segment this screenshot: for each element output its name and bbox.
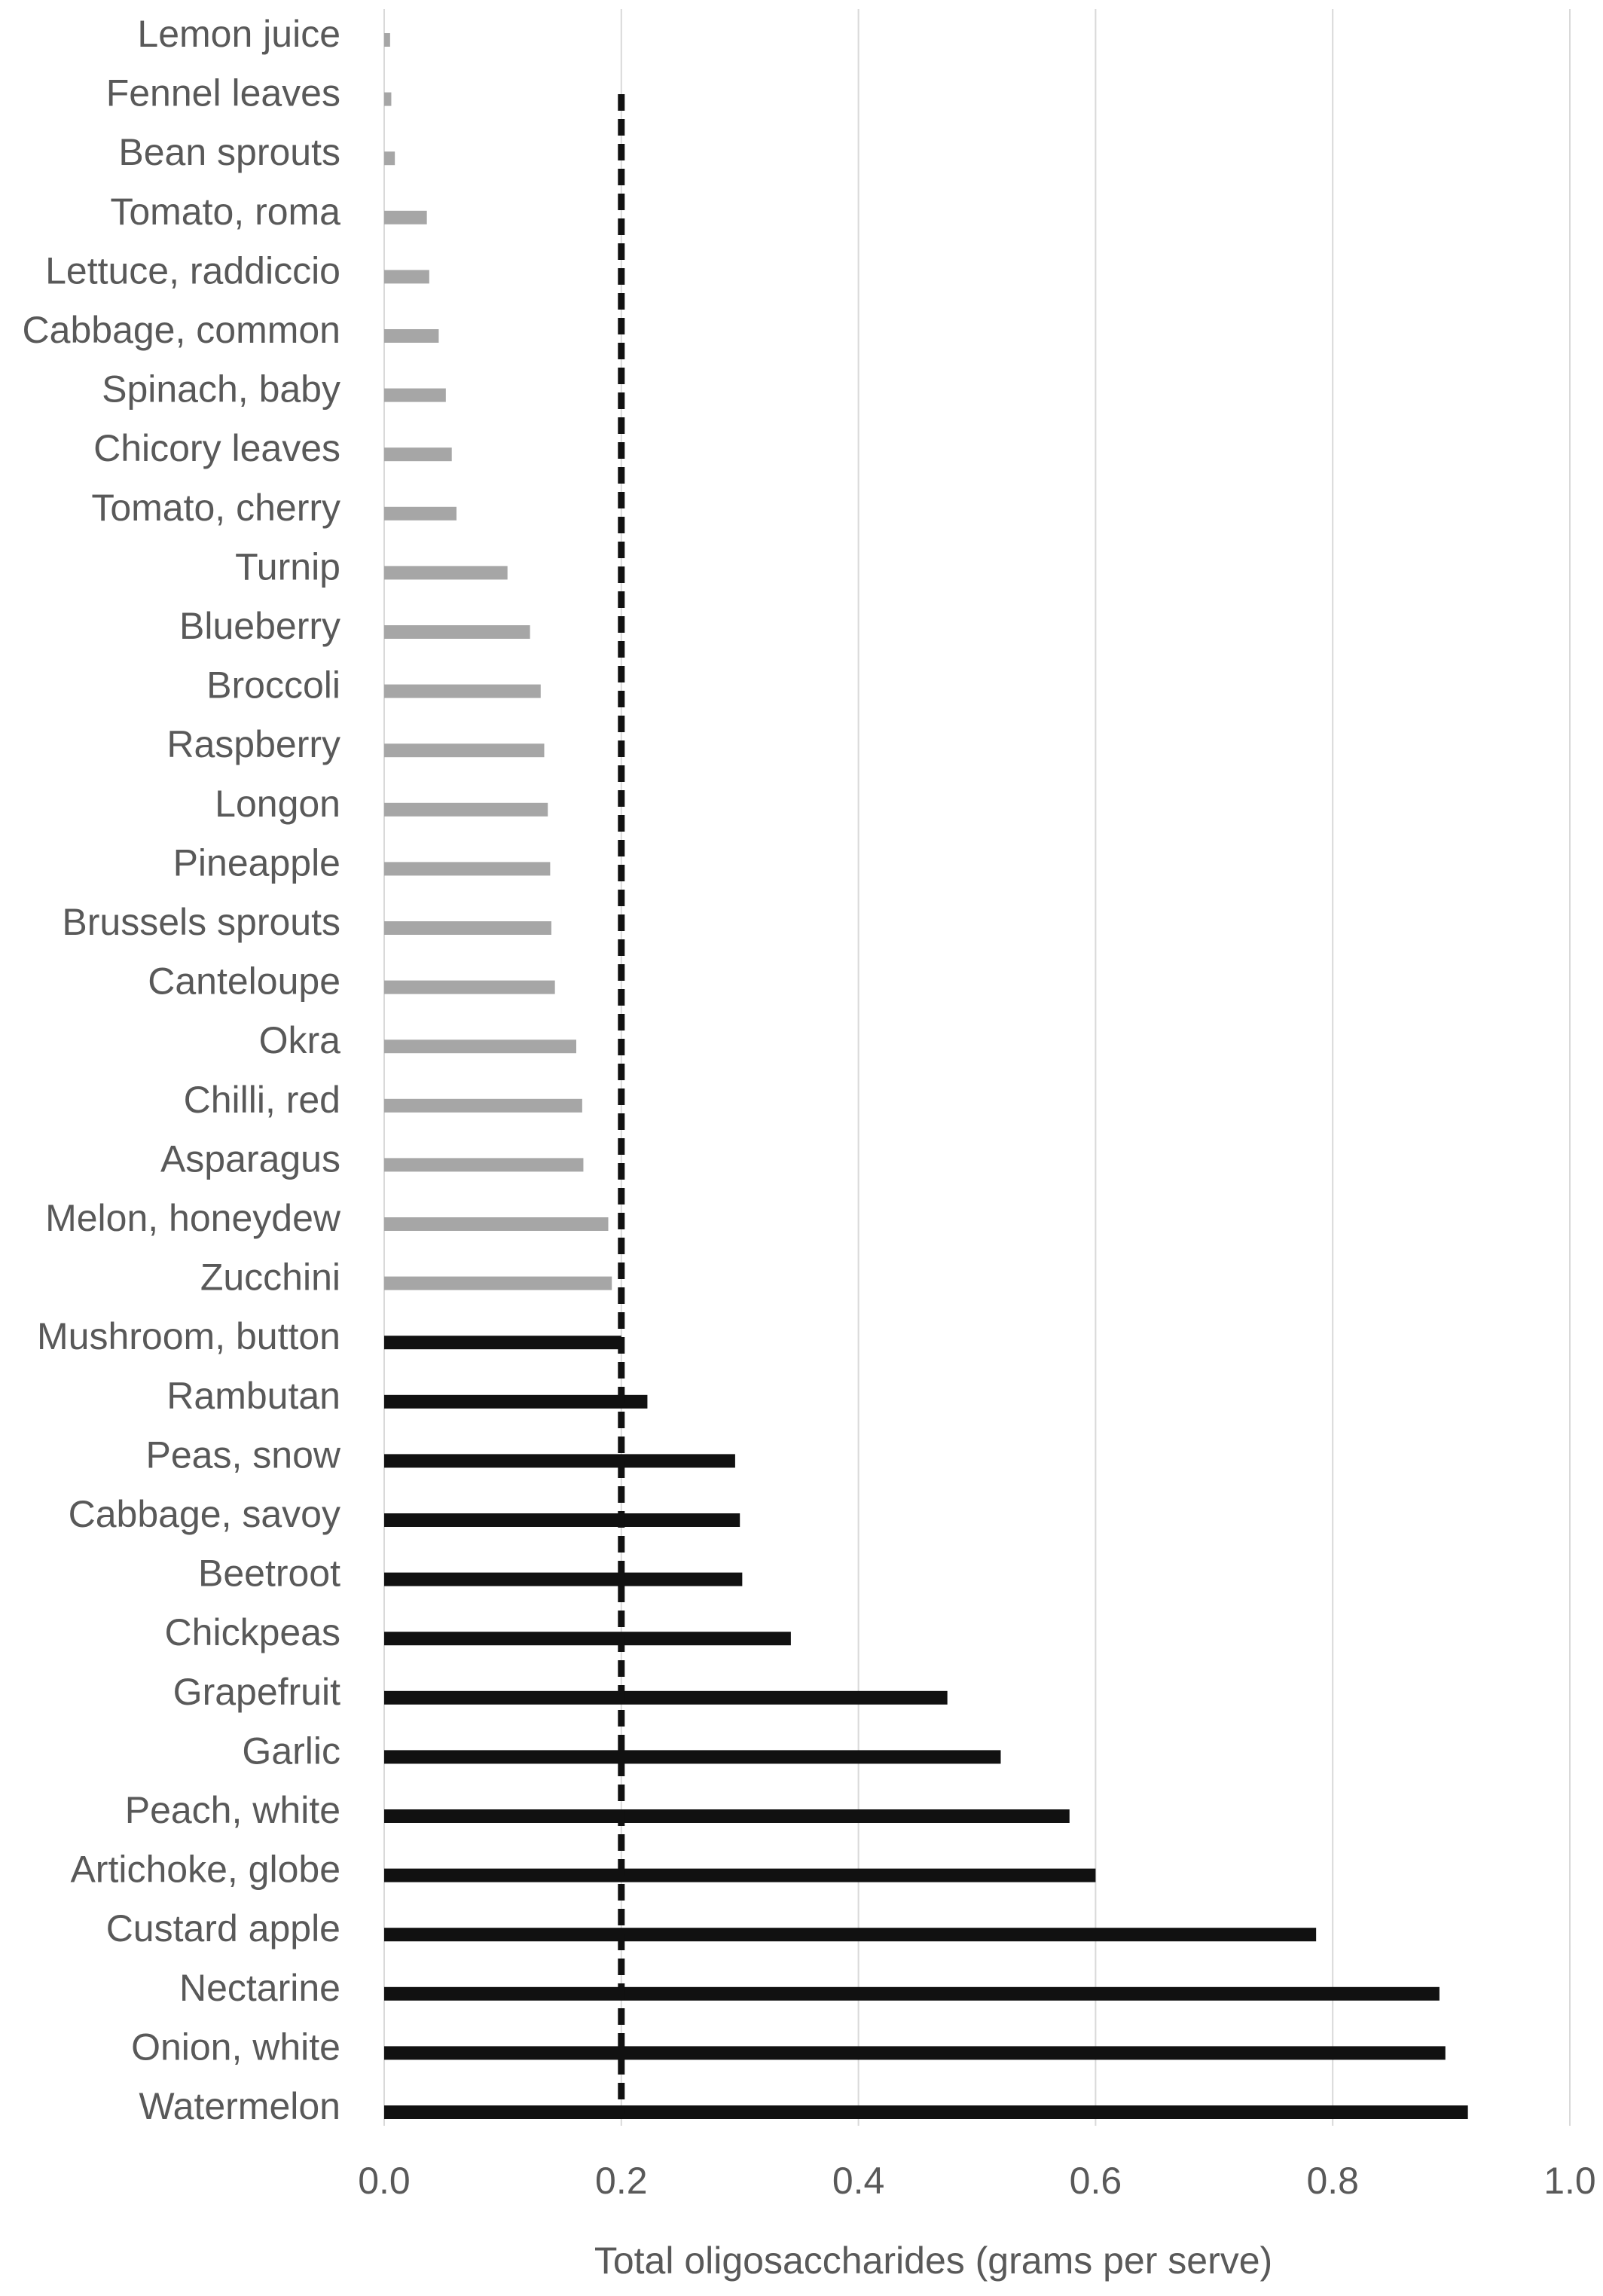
category-label-chicory-leaves: Chicory leaves: [93, 427, 340, 469]
bar-grapefruit: [384, 1690, 948, 1705]
category-label-tomato-roma: Tomato, roma: [110, 191, 340, 233]
category-label-mushroom-button: Mushroom, button: [37, 1315, 340, 1357]
bar-onion-white: [384, 2046, 1446, 2060]
bar-turnip: [384, 566, 508, 580]
bar-zucchini: [384, 1276, 612, 1290]
bar-beetroot: [384, 1572, 743, 1586]
bar-nectarine: [384, 1986, 1440, 2001]
category-label-blueberry: Blueberry: [179, 605, 340, 647]
x-tick-label-0.6: 0.6: [1070, 2160, 1122, 2202]
category-label-okra: Okra: [259, 1019, 341, 1061]
gridlines: [383, 9, 1571, 2126]
bar-peach-white: [384, 1809, 1070, 1823]
bar-canteloupe: [384, 980, 555, 994]
category-label-grapefruit: Grapefruit: [173, 1671, 340, 1713]
x-axis-ticks: 0.0 0.2 0.4 0.6 0.8 1.0: [358, 2160, 1596, 2202]
x-tick-label-1.0: 1.0: [1543, 2160, 1596, 2202]
category-label-turnip: Turnip: [235, 545, 340, 588]
bar-watermelon: [384, 2105, 1468, 2119]
bar-mushroom-button: [384, 1336, 621, 1350]
category-label-beetroot: Beetroot: [198, 1553, 340, 1595]
bar-peas-snow: [384, 1454, 735, 1468]
bar-tomato-cherry: [384, 506, 457, 521]
category-label-cabbage-savoy: Cabbage, savoy: [69, 1493, 340, 1535]
bar-custard-apple: [384, 1928, 1317, 1942]
bar-cabbage-savoy: [384, 1513, 740, 1527]
bar-pineapple: [384, 862, 551, 876]
category-label-bean-sprouts: Bean sprouts: [118, 131, 340, 173]
category-label-tomato-cherry: Tomato, cherry: [91, 487, 340, 529]
bar-spinach-baby: [384, 388, 446, 402]
bar-artichoke-globe: [384, 1868, 1096, 1882]
category-label-spinach-baby: Spinach, baby: [102, 368, 340, 411]
category-label-custard-apple: Custard apple: [106, 1907, 340, 1949]
bar-garlic: [384, 1750, 1001, 1764]
category-label-melon-honeydew: Melon, honeydew: [45, 1197, 341, 1239]
category-label-lemon-juice: Lemon juice: [137, 13, 340, 55]
bar-asparagus: [384, 1158, 584, 1172]
category-label-artichoke-globe: Artichoke, globe: [70, 1849, 340, 1891]
bar-lemon-juice: [384, 33, 390, 47]
category-label-longon: Longon: [215, 783, 340, 825]
bar-broccoli: [384, 684, 541, 698]
category-label-pineapple: Pineapple: [173, 841, 340, 884]
bar-fennel-leaves: [384, 92, 392, 106]
category-label-brussels-sprouts: Brussels sprouts: [62, 901, 340, 943]
category-label-peach-white: Peach, white: [125, 1789, 340, 1831]
x-tick-label-0.0: 0.0: [358, 2160, 411, 2202]
bar-chilli-red: [384, 1098, 582, 1113]
category-label-chickpeas: Chickpeas: [165, 1611, 340, 1653]
category-label-cabbage-common: Cabbage, common: [23, 309, 340, 351]
bar-okra: [384, 1040, 576, 1054]
bar-raspberry: [384, 743, 545, 758]
category-label-garlic: Garlic: [242, 1730, 340, 1772]
bar-chickpeas: [384, 1632, 791, 1646]
category-labels: Lemon juice Fennel leaves Bean sprouts Toma…: [23, 13, 341, 2127]
x-tick-label-0.8: 0.8: [1306, 2160, 1359, 2202]
category-label-onion-white: Onion, white: [131, 2026, 340, 2068]
category-label-fennel-leaves: Fennel leaves: [106, 72, 340, 114]
bar-longon: [384, 802, 548, 817]
bar-bean-sprouts: [384, 151, 395, 166]
bar-blueberry: [384, 625, 530, 639]
bar-rambutan: [384, 1394, 648, 1409]
category-label-rambutan: Rambutan: [166, 1375, 340, 1417]
bar-lettuce-raddiccio: [384, 270, 429, 284]
category-label-peas-snow: Peas, snow: [146, 1433, 341, 1476]
bar-tomato-roma: [384, 210, 427, 224]
category-label-asparagus: Asparagus: [160, 1137, 340, 1180]
category-label-zucchini: Zucchini: [200, 1256, 340, 1299]
x-tick-label-0.2: 0.2: [595, 2160, 648, 2202]
bars: [384, 33, 1468, 2119]
bar-cabbage-common: [384, 329, 439, 343]
bar-melon-honeydew: [384, 1217, 609, 1231]
category-label-raspberry: Raspberry: [166, 723, 340, 765]
category-label-nectarine: Nectarine: [179, 1967, 340, 2009]
category-label-lettuce-raddiccio: Lettuce, raddiccio: [45, 249, 340, 292]
x-tick-label-0.4: 0.4: [832, 2160, 885, 2202]
category-label-canteloupe: Canteloupe: [148, 960, 340, 1003]
bar-brussels-sprouts: [384, 921, 551, 935]
bar-chicory-leaves: [384, 447, 452, 462]
x-axis-title: Total oligosaccharides (grams per serve): [594, 2240, 1272, 2282]
category-label-broccoli: Broccoli: [206, 664, 340, 707]
category-label-watermelon: Watermelon: [139, 2085, 340, 2127]
category-label-chilli-red: Chilli, red: [184, 1079, 340, 1121]
